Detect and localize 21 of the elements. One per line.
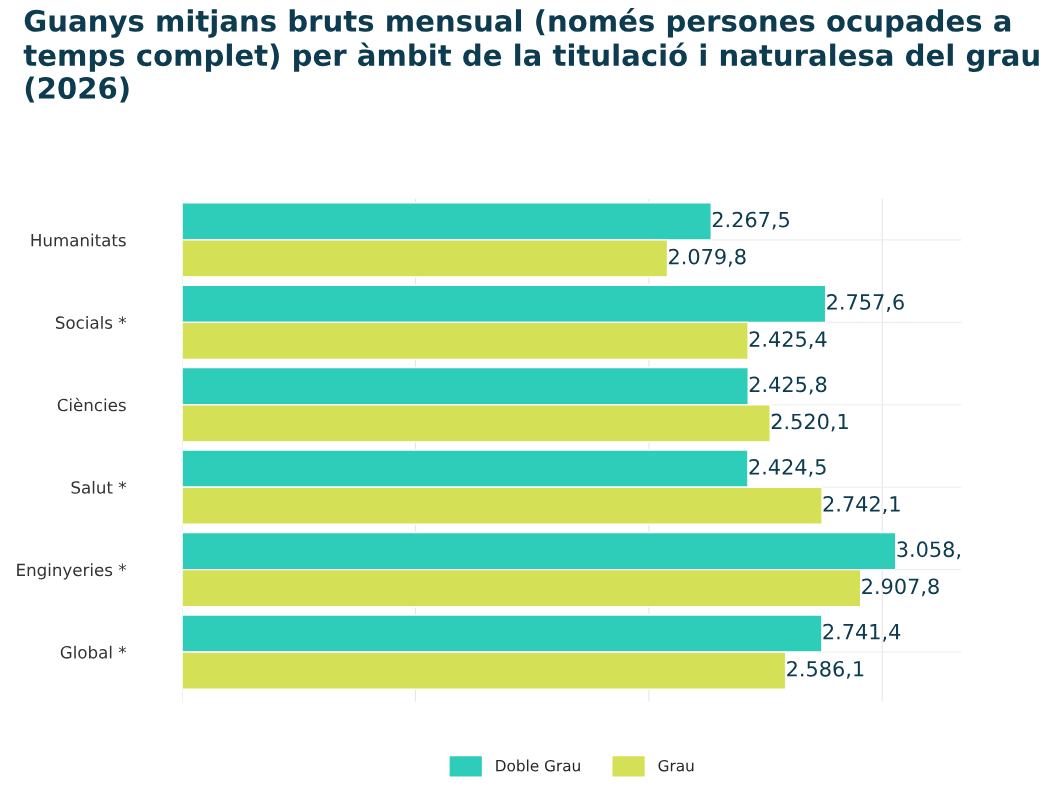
- y-tick-label: Humanitats: [31, 233, 126, 247]
- chart-title: Guanys mitjans bruts mensual (només persones ocupades a temps complet) per àmbit de la titulació i naturalesa del grau (2026): [23, 8, 1039, 103]
- data-label: 3.058,: [897, 541, 960, 560]
- data-label: 2.424,5: [749, 458, 826, 477]
- y-tick-label: Salut *: [71, 480, 127, 494]
- data-label: 2.425,8: [749, 376, 827, 395]
- legend-label: Grau: [658, 759, 694, 772]
- y-tick-label: Enginyeries *: [17, 563, 127, 580]
- data-label: 2.520,1: [771, 413, 848, 432]
- data-label: 2.586,1: [787, 660, 864, 679]
- data-label: 2.079,8: [669, 248, 746, 267]
- data-label: 2.742,1: [823, 496, 900, 514]
- y-tick-label: Socials *: [55, 316, 127, 329]
- y-tick-label: Global *: [60, 645, 127, 659]
- data-label: 2.907,8: [862, 578, 939, 597]
- data-label: 2.267,5: [712, 211, 789, 230]
- data-label: 2.741,4: [823, 623, 901, 642]
- data-label: 2.425,4: [749, 331, 827, 350]
- legend-label: Doble Grau: [496, 759, 580, 772]
- data-label: 2.757,6: [827, 294, 904, 312]
- y-tick-label: Ciències: [57, 397, 126, 412]
